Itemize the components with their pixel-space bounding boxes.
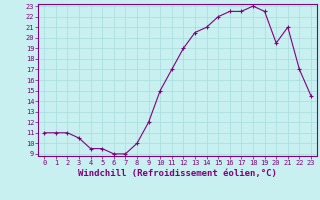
X-axis label: Windchill (Refroidissement éolien,°C): Windchill (Refroidissement éolien,°C)	[78, 169, 277, 178]
